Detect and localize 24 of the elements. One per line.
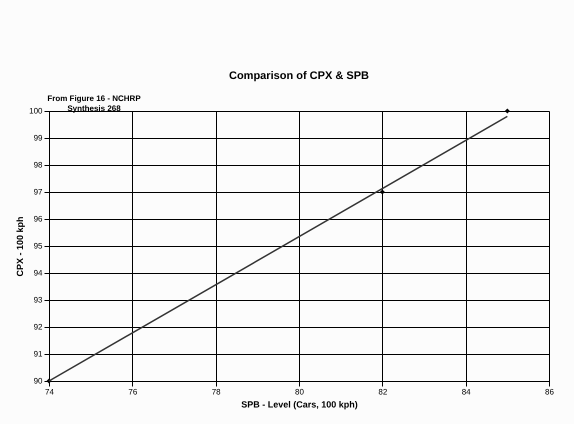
x-tick-label: 74 [45,388,54,396]
y-tick-label: 91 [34,350,44,358]
point [380,190,385,194]
x-tick-label: 78 [212,388,222,396]
y-tick-label: 100 [29,106,44,116]
x-tick-label: 86 [545,388,554,396]
y-tick-label: 94 [34,268,44,278]
y-tick-label: 99 [34,134,44,142]
y-tick-label: 96 [34,214,44,224]
y-tick-label: 93 [34,296,44,304]
y-tick-label: 95 [34,242,44,250]
y-tick-label: 98 [34,160,44,170]
x-tick-label: 84 [462,388,472,396]
point [504,108,510,114]
x-tick-label: 82 [378,388,388,396]
y-tick-label: 92 [34,322,44,332]
x-tick-label: 80 [295,388,304,396]
chart-title: Comparison of CPX & SPB [229,70,370,82]
y-tick-label: 90 [34,376,44,386]
x-axis-title: SPB - Level (Cars, 100 kph) [241,400,358,410]
y-axis-title: CPX - 100 kph [15,216,26,277]
y-tick-label: 97 [34,188,44,196]
annotation: From Figure 16 - NCHRP Synthesis 268 [47,94,142,113]
x-tick-label: 76 [128,388,138,396]
